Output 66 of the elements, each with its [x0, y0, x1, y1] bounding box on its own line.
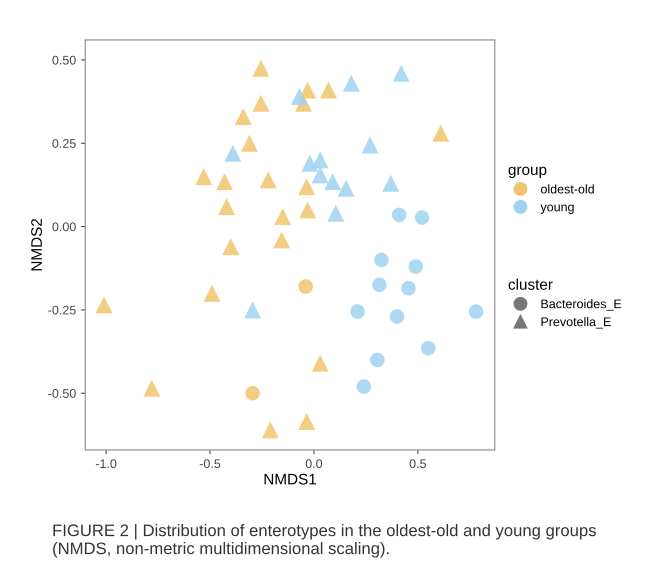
point [143, 380, 160, 397]
point [273, 231, 290, 248]
caption: FIGURE 2 | Distribution of enterotypes in the oldest-old and young groups (NMDS, non-metric multidimensional scaling). [53, 524, 596, 558]
point [338, 180, 355, 197]
point [374, 252, 389, 268]
point [362, 136, 379, 154]
y-tick-label: 0.50 [52, 56, 76, 65]
point [244, 301, 262, 318]
point [312, 151, 329, 168]
point [382, 174, 400, 192]
point [299, 201, 316, 218]
point [240, 134, 258, 152]
point [392, 208, 406, 222]
x-tick-label: -1.0 [96, 459, 116, 468]
point [260, 171, 277, 188]
point [298, 178, 316, 196]
y-tick-label: -0.50 [48, 389, 76, 398]
text: Prevotella_E [541, 317, 611, 329]
point [262, 421, 279, 438]
point [245, 386, 260, 401]
point [390, 309, 404, 324]
x-axis-title: NMDS1 [264, 474, 316, 485]
point [298, 413, 316, 430]
point [432, 124, 450, 142]
x-tick-label: -0.5 [200, 459, 220, 468]
text: group [508, 166, 546, 178]
point [408, 259, 424, 274]
point [252, 94, 270, 112]
point [414, 210, 430, 225]
text: cluster [508, 278, 553, 290]
point [301, 154, 318, 172]
y-tick-label: -0.25 [48, 306, 76, 315]
text: Bacteroides_E [541, 299, 622, 311]
point [218, 198, 236, 216]
point [224, 144, 242, 162]
point [312, 354, 329, 372]
x-tick-label: 0.0 [306, 459, 322, 468]
point [356, 379, 372, 394]
point [392, 64, 410, 82]
point [342, 74, 360, 92]
y-tick-label: 0.25 [52, 139, 76, 148]
point [370, 352, 385, 368]
point [234, 108, 252, 126]
legend-label: young [540, 204, 574, 214]
point [252, 60, 270, 77]
point [327, 204, 344, 222]
point [222, 238, 240, 256]
point [216, 173, 234, 190]
point [468, 304, 484, 319]
point [320, 81, 337, 98]
point [420, 340, 436, 356]
y-tick-label: 0.00 [52, 222, 76, 232]
point [312, 166, 329, 184]
point [290, 88, 308, 106]
point [298, 279, 313, 294]
point [401, 280, 416, 296]
point [372, 278, 387, 292]
legend-label: oldest-old [540, 184, 594, 194]
point [95, 296, 112, 314]
point [204, 284, 221, 302]
y-axis-title: NMDS2 [31, 218, 42, 270]
point [195, 168, 212, 186]
point [324, 173, 342, 190]
point [350, 304, 365, 319]
point [274, 208, 292, 226]
x-tick-label: 0.5 [410, 459, 426, 468]
